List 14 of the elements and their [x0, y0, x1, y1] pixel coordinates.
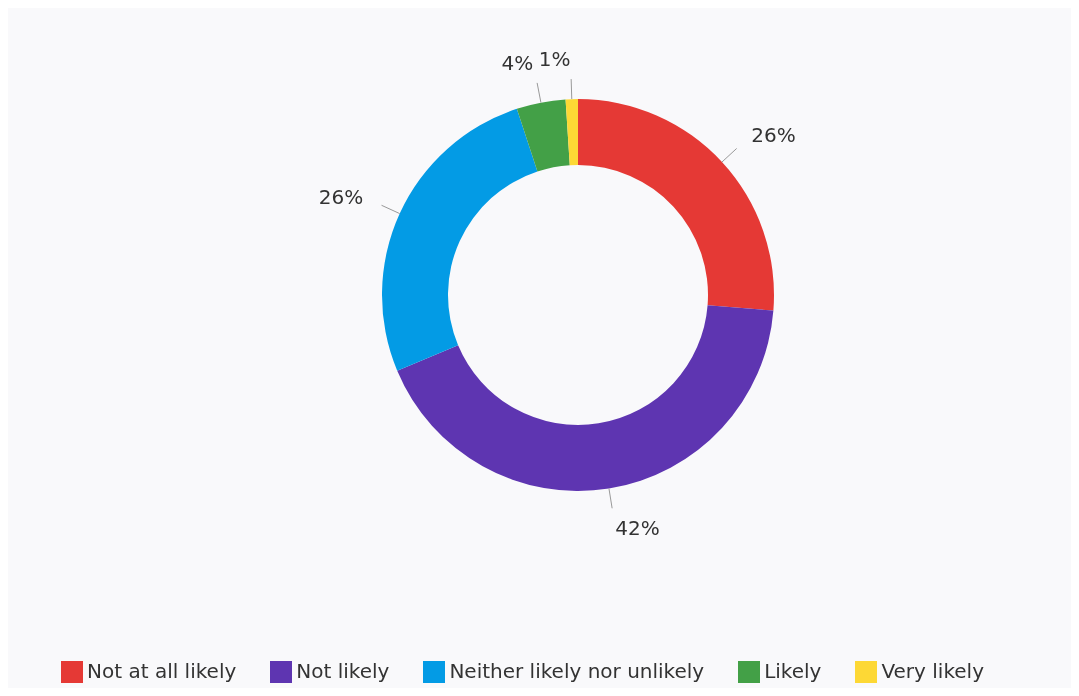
data-label: 1% — [538, 47, 571, 72]
donut-slice — [516, 99, 570, 172]
donut-slice — [565, 99, 578, 166]
donut-slice — [397, 305, 774, 491]
legend-label: Not likely — [296, 658, 390, 683]
donut-slice — [382, 108, 538, 371]
data-label: 42% — [615, 516, 660, 541]
data-label: 26% — [318, 184, 364, 209]
data-label: 26% — [751, 122, 796, 147]
legend-label: Not at all likely — [87, 658, 237, 683]
legend-label: Likely — [764, 658, 822, 683]
legend-label: Neither likely nor unlikely — [449, 658, 705, 683]
data-label: 4% — [501, 51, 534, 76]
legend-label: Very likely — [881, 658, 984, 683]
